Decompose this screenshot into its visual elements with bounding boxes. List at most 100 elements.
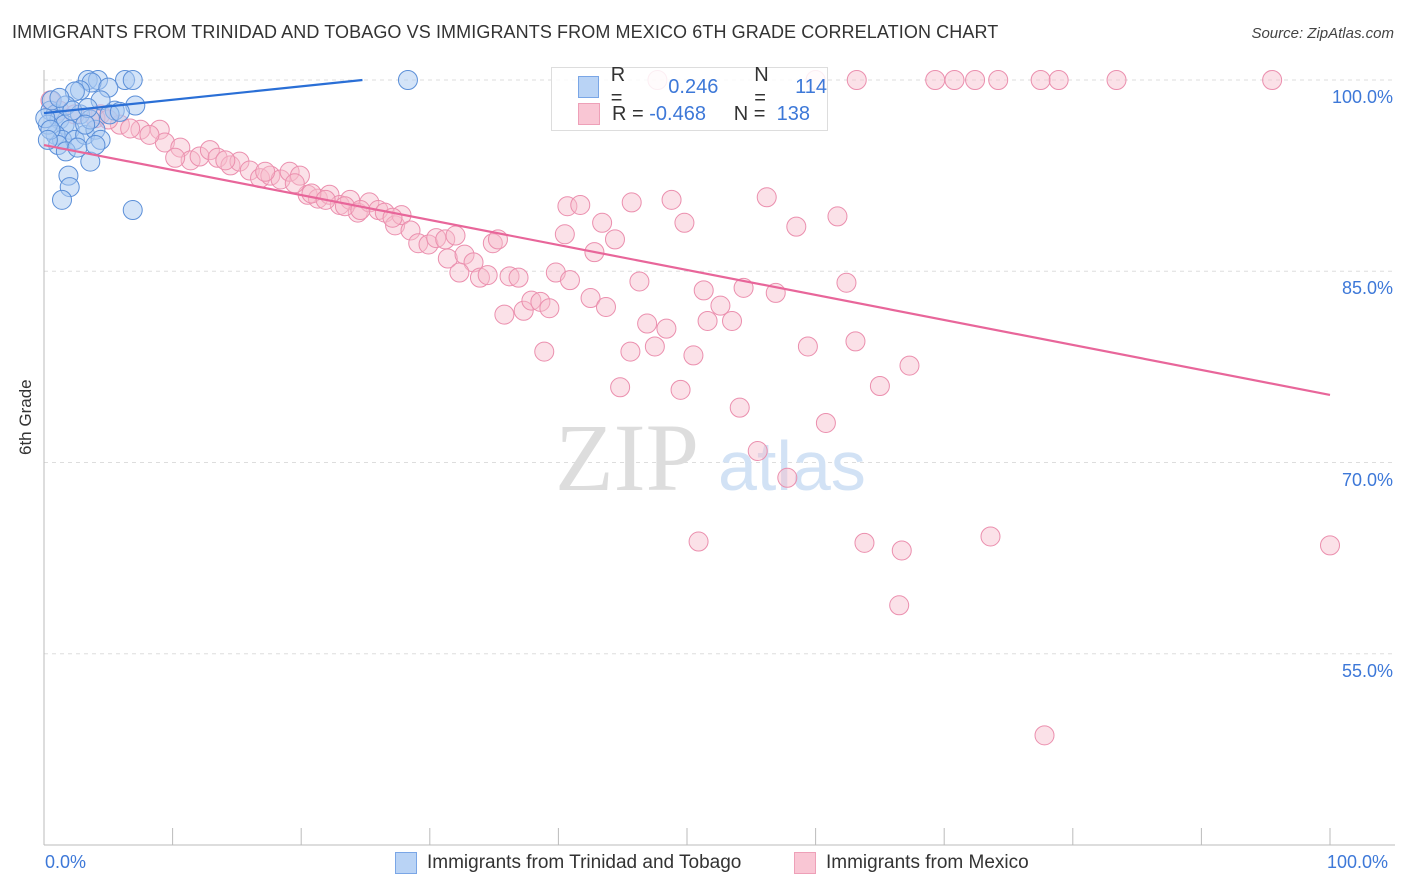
data-point (554, 224, 575, 245)
data-point (815, 412, 836, 433)
y-tick-label: 55.0% (1341, 660, 1393, 681)
data-point (445, 225, 466, 246)
data-point (1106, 70, 1127, 90)
data-point (629, 271, 650, 292)
data-point (122, 70, 143, 90)
data-point (494, 304, 515, 325)
axes (43, 70, 1395, 846)
blue-swatch (395, 852, 417, 874)
data-point (592, 212, 613, 233)
data-point (385, 215, 406, 236)
data-point (620, 341, 641, 362)
data-point (397, 70, 418, 90)
data-point (463, 252, 484, 273)
data-point (534, 341, 555, 362)
data-point (693, 280, 714, 301)
data-point (688, 531, 709, 552)
data-point (777, 467, 798, 488)
data-point (621, 192, 642, 213)
series-trinidad (35, 70, 418, 221)
correlation-legend: R = 0.246 N = 114 R = -0.468 N = 138 (551, 64, 828, 131)
data-point (980, 526, 1001, 547)
data-point (508, 267, 529, 288)
data-point (279, 161, 300, 182)
data-point (869, 376, 890, 396)
bottom-legend-mexico: Immigrants from Mexico (794, 852, 1029, 874)
pink-swatch (578, 103, 600, 125)
data-point (644, 336, 665, 357)
watermark-atlas: atlas (718, 427, 866, 505)
data-point (139, 124, 160, 145)
data-point (239, 160, 260, 181)
pink-swatch (794, 852, 816, 874)
data-point (559, 270, 580, 291)
data-point (215, 150, 236, 171)
data-point (122, 200, 143, 221)
watermark-zip: ZIP (555, 404, 699, 511)
data-point (733, 277, 754, 298)
data-point (49, 87, 70, 108)
data-point (637, 313, 658, 334)
data-point (75, 114, 96, 135)
data-point (891, 540, 912, 561)
n-value: 138 (776, 102, 810, 125)
data-point (854, 532, 875, 553)
data-point (109, 101, 130, 122)
data-point (52, 189, 73, 210)
data-point (661, 189, 682, 210)
data-point (756, 187, 777, 208)
data-point (595, 296, 616, 317)
data-point (988, 70, 1009, 90)
data-point (255, 161, 276, 182)
data-point (836, 272, 857, 293)
data-point (670, 379, 691, 400)
data-point (889, 595, 910, 616)
data-point (747, 441, 768, 462)
data-point (513, 300, 534, 321)
data-point (722, 310, 743, 331)
data-point (729, 397, 750, 418)
x-tick-min: 0.0% (45, 852, 87, 872)
data-point (418, 234, 439, 255)
trend-lines (43, 78, 1331, 397)
data-point (846, 70, 867, 90)
data-point (697, 310, 718, 331)
r-value: 0.246 (668, 75, 719, 98)
data-point (925, 70, 946, 90)
n-value: 114 (795, 75, 828, 98)
data-point (1034, 725, 1055, 746)
data-point (786, 216, 807, 237)
trend-line-mexico (43, 143, 1331, 397)
y-axis-label: 6th Grade (16, 379, 35, 455)
data-point (674, 212, 695, 233)
blue-swatch (578, 76, 599, 98)
data-point (37, 129, 58, 150)
data-point (350, 200, 371, 221)
trend-line-trinidad (43, 78, 363, 115)
data-point (120, 118, 141, 139)
data-point (539, 298, 560, 319)
data-point (610, 377, 631, 398)
data-point (229, 151, 250, 172)
data-point (683, 345, 704, 366)
data-point (845, 331, 866, 352)
data-point (189, 146, 210, 167)
r-value: -0.468 (649, 102, 706, 125)
data-point (827, 206, 848, 227)
data-point (207, 147, 228, 168)
data-point (797, 336, 818, 357)
data-point (899, 355, 920, 376)
legend-row-trinidad: R = 0.246 N = 114 (578, 64, 828, 109)
data-point (85, 135, 106, 156)
data-point (199, 140, 220, 161)
data-point (604, 229, 625, 250)
data-point (449, 262, 470, 283)
data-point (656, 318, 677, 339)
data-point (944, 70, 965, 90)
source-label: Source: ZipAtlas.com (1251, 25, 1394, 42)
x-tick-max: 100.0% (1327, 852, 1389, 872)
legend-row-mexico: R = -0.468 N = 138 (578, 101, 810, 127)
data-point (437, 248, 458, 269)
data-point (469, 267, 490, 288)
